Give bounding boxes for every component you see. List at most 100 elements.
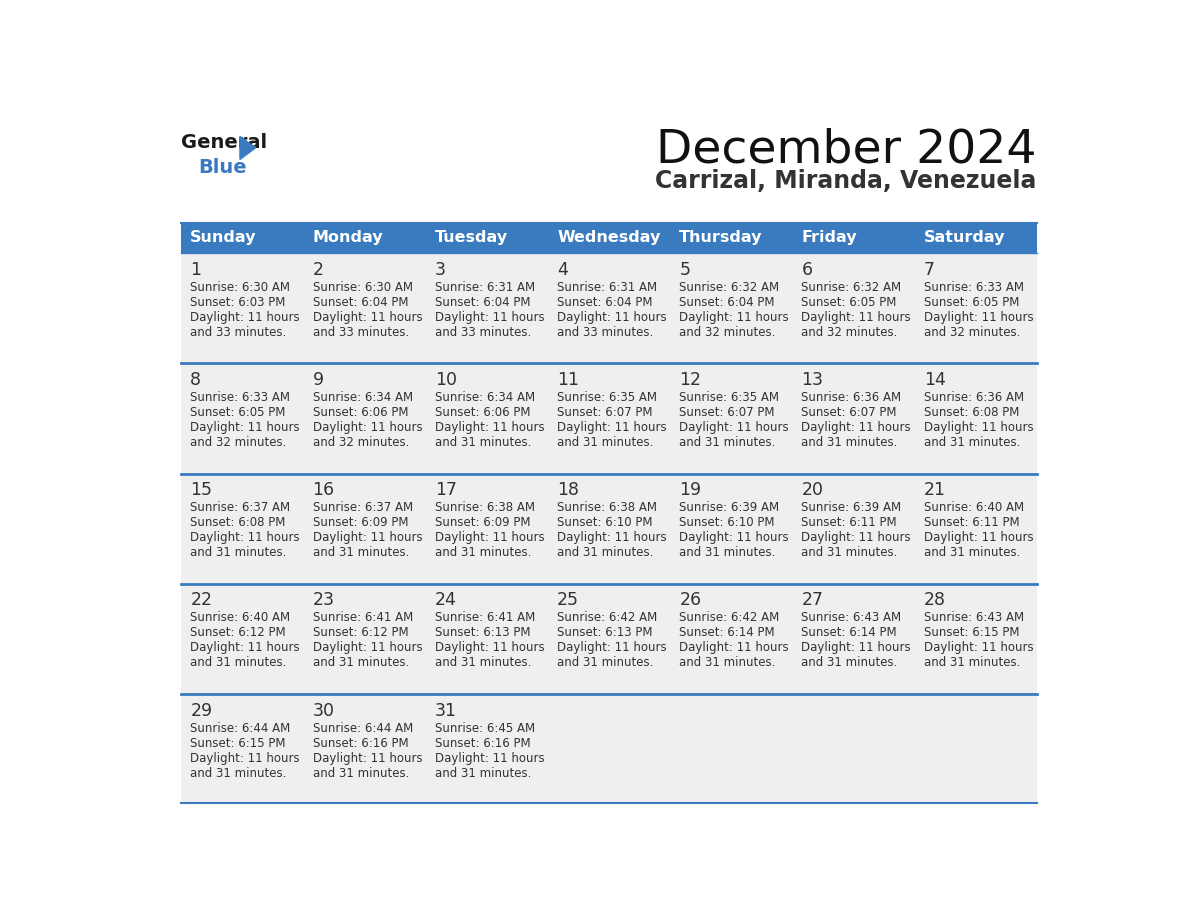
Text: Daylight: 11 hours: Daylight: 11 hours — [924, 642, 1034, 655]
Text: Sunrise: 6:40 AM: Sunrise: 6:40 AM — [190, 611, 291, 624]
Text: Sunset: 6:06 PM: Sunset: 6:06 PM — [435, 407, 530, 420]
Text: Sunrise: 6:38 AM: Sunrise: 6:38 AM — [557, 501, 657, 514]
Text: Sunset: 6:07 PM: Sunset: 6:07 PM — [680, 407, 775, 420]
Text: and 31 minutes.: and 31 minutes. — [312, 546, 409, 559]
Text: Sunset: 6:12 PM: Sunset: 6:12 PM — [312, 626, 409, 640]
Text: Daylight: 11 hours: Daylight: 11 hours — [190, 532, 301, 544]
Text: Sunrise: 6:34 AM: Sunrise: 6:34 AM — [312, 391, 412, 404]
Text: 23: 23 — [312, 591, 335, 610]
Text: Sunset: 6:13 PM: Sunset: 6:13 PM — [557, 626, 652, 640]
Text: Sunrise: 6:43 AM: Sunrise: 6:43 AM — [802, 611, 902, 624]
Text: Sunset: 6:12 PM: Sunset: 6:12 PM — [190, 626, 286, 640]
Text: and 32 minutes.: and 32 minutes. — [190, 436, 286, 449]
Text: Daylight: 11 hours: Daylight: 11 hours — [435, 752, 544, 765]
Text: Sunrise: 6:42 AM: Sunrise: 6:42 AM — [680, 611, 779, 624]
Text: 1: 1 — [190, 261, 201, 279]
Text: Sunset: 6:13 PM: Sunset: 6:13 PM — [435, 626, 530, 640]
Text: Sunset: 6:09 PM: Sunset: 6:09 PM — [435, 516, 530, 530]
Text: Sunset: 6:09 PM: Sunset: 6:09 PM — [312, 516, 409, 530]
Bar — [425, 222, 548, 253]
Text: 8: 8 — [190, 371, 201, 389]
Text: Daylight: 11 hours: Daylight: 11 hours — [312, 421, 422, 434]
Bar — [548, 222, 670, 253]
Text: Daylight: 11 hours: Daylight: 11 hours — [924, 532, 1034, 544]
Text: 18: 18 — [557, 481, 579, 499]
Bar — [181, 584, 1037, 694]
Text: 15: 15 — [190, 481, 213, 499]
Text: Wednesday: Wednesday — [557, 230, 661, 245]
Bar — [670, 222, 792, 253]
Text: Daylight: 11 hours: Daylight: 11 hours — [557, 421, 666, 434]
Text: 3: 3 — [435, 261, 446, 279]
Text: and 33 minutes.: and 33 minutes. — [557, 326, 653, 339]
Text: Daylight: 11 hours: Daylight: 11 hours — [435, 421, 544, 434]
Bar — [181, 474, 1037, 584]
Text: Sunrise: 6:30 AM: Sunrise: 6:30 AM — [312, 281, 412, 294]
Text: Daylight: 11 hours: Daylight: 11 hours — [190, 752, 301, 765]
Text: and 31 minutes.: and 31 minutes. — [312, 767, 409, 779]
Text: 10: 10 — [435, 371, 457, 389]
Text: 9: 9 — [312, 371, 323, 389]
Text: Sunset: 6:05 PM: Sunset: 6:05 PM — [802, 297, 897, 309]
Text: Sunrise: 6:41 AM: Sunrise: 6:41 AM — [312, 611, 412, 624]
Text: Sunrise: 6:41 AM: Sunrise: 6:41 AM — [435, 611, 535, 624]
Text: and 31 minutes.: and 31 minutes. — [435, 546, 531, 559]
Text: Daylight: 11 hours: Daylight: 11 hours — [190, 421, 301, 434]
Text: Sunrise: 6:43 AM: Sunrise: 6:43 AM — [924, 611, 1024, 624]
Text: Daylight: 11 hours: Daylight: 11 hours — [680, 421, 789, 434]
Text: Sunset: 6:04 PM: Sunset: 6:04 PM — [435, 297, 530, 309]
Text: Sunrise: 6:31 AM: Sunrise: 6:31 AM — [435, 281, 535, 294]
Text: Sunrise: 6:45 AM: Sunrise: 6:45 AM — [435, 722, 535, 734]
Text: Sunset: 6:05 PM: Sunset: 6:05 PM — [190, 407, 286, 420]
Text: Thursday: Thursday — [680, 230, 763, 245]
Text: Sunrise: 6:33 AM: Sunrise: 6:33 AM — [924, 281, 1024, 294]
Text: and 31 minutes.: and 31 minutes. — [680, 656, 776, 669]
Text: Sunset: 6:06 PM: Sunset: 6:06 PM — [312, 407, 409, 420]
Text: 25: 25 — [557, 591, 579, 610]
Text: 5: 5 — [680, 261, 690, 279]
Text: Sunset: 6:16 PM: Sunset: 6:16 PM — [312, 736, 409, 750]
Text: Daylight: 11 hours: Daylight: 11 hours — [312, 311, 422, 324]
Text: Daylight: 11 hours: Daylight: 11 hours — [802, 421, 911, 434]
Text: Sunset: 6:15 PM: Sunset: 6:15 PM — [190, 736, 286, 750]
Text: Tuesday: Tuesday — [435, 230, 508, 245]
Text: 30: 30 — [312, 701, 335, 720]
Text: Sunrise: 6:44 AM: Sunrise: 6:44 AM — [190, 722, 291, 734]
Text: Daylight: 11 hours: Daylight: 11 hours — [435, 532, 544, 544]
Text: Daylight: 11 hours: Daylight: 11 hours — [802, 532, 911, 544]
Text: and 31 minutes.: and 31 minutes. — [435, 656, 531, 669]
Text: Sunset: 6:15 PM: Sunset: 6:15 PM — [924, 626, 1019, 640]
Text: and 31 minutes.: and 31 minutes. — [435, 767, 531, 779]
Text: and 32 minutes.: and 32 minutes. — [680, 326, 776, 339]
Text: Monday: Monday — [312, 230, 384, 245]
Text: 29: 29 — [190, 701, 213, 720]
Text: Daylight: 11 hours: Daylight: 11 hours — [312, 532, 422, 544]
Text: and 31 minutes.: and 31 minutes. — [680, 546, 776, 559]
Text: General: General — [181, 133, 267, 152]
Text: Daylight: 11 hours: Daylight: 11 hours — [190, 642, 301, 655]
Text: Sunrise: 6:35 AM: Sunrise: 6:35 AM — [680, 391, 779, 404]
Text: Daylight: 11 hours: Daylight: 11 hours — [680, 311, 789, 324]
Bar — [915, 222, 1037, 253]
Bar — [181, 364, 1037, 474]
Text: Saturday: Saturday — [924, 230, 1005, 245]
Text: Sunset: 6:04 PM: Sunset: 6:04 PM — [312, 297, 409, 309]
Text: Sunset: 6:10 PM: Sunset: 6:10 PM — [680, 516, 775, 530]
Text: Sunday: Sunday — [190, 230, 257, 245]
Text: Sunrise: 6:34 AM: Sunrise: 6:34 AM — [435, 391, 535, 404]
Text: 2: 2 — [312, 261, 323, 279]
Text: and 31 minutes.: and 31 minutes. — [190, 767, 286, 779]
Text: 19: 19 — [680, 481, 701, 499]
Text: and 31 minutes.: and 31 minutes. — [435, 436, 531, 449]
Bar — [303, 222, 425, 253]
Text: Daylight: 11 hours: Daylight: 11 hours — [312, 642, 422, 655]
Text: Sunrise: 6:35 AM: Sunrise: 6:35 AM — [557, 391, 657, 404]
Text: Sunrise: 6:32 AM: Sunrise: 6:32 AM — [802, 281, 902, 294]
Text: Sunset: 6:14 PM: Sunset: 6:14 PM — [802, 626, 897, 640]
Text: 7: 7 — [924, 261, 935, 279]
Text: Sunrise: 6:36 AM: Sunrise: 6:36 AM — [924, 391, 1024, 404]
Text: 14: 14 — [924, 371, 946, 389]
Text: Daylight: 11 hours: Daylight: 11 hours — [802, 311, 911, 324]
Text: and 32 minutes.: and 32 minutes. — [312, 436, 409, 449]
Text: Sunset: 6:08 PM: Sunset: 6:08 PM — [924, 407, 1019, 420]
